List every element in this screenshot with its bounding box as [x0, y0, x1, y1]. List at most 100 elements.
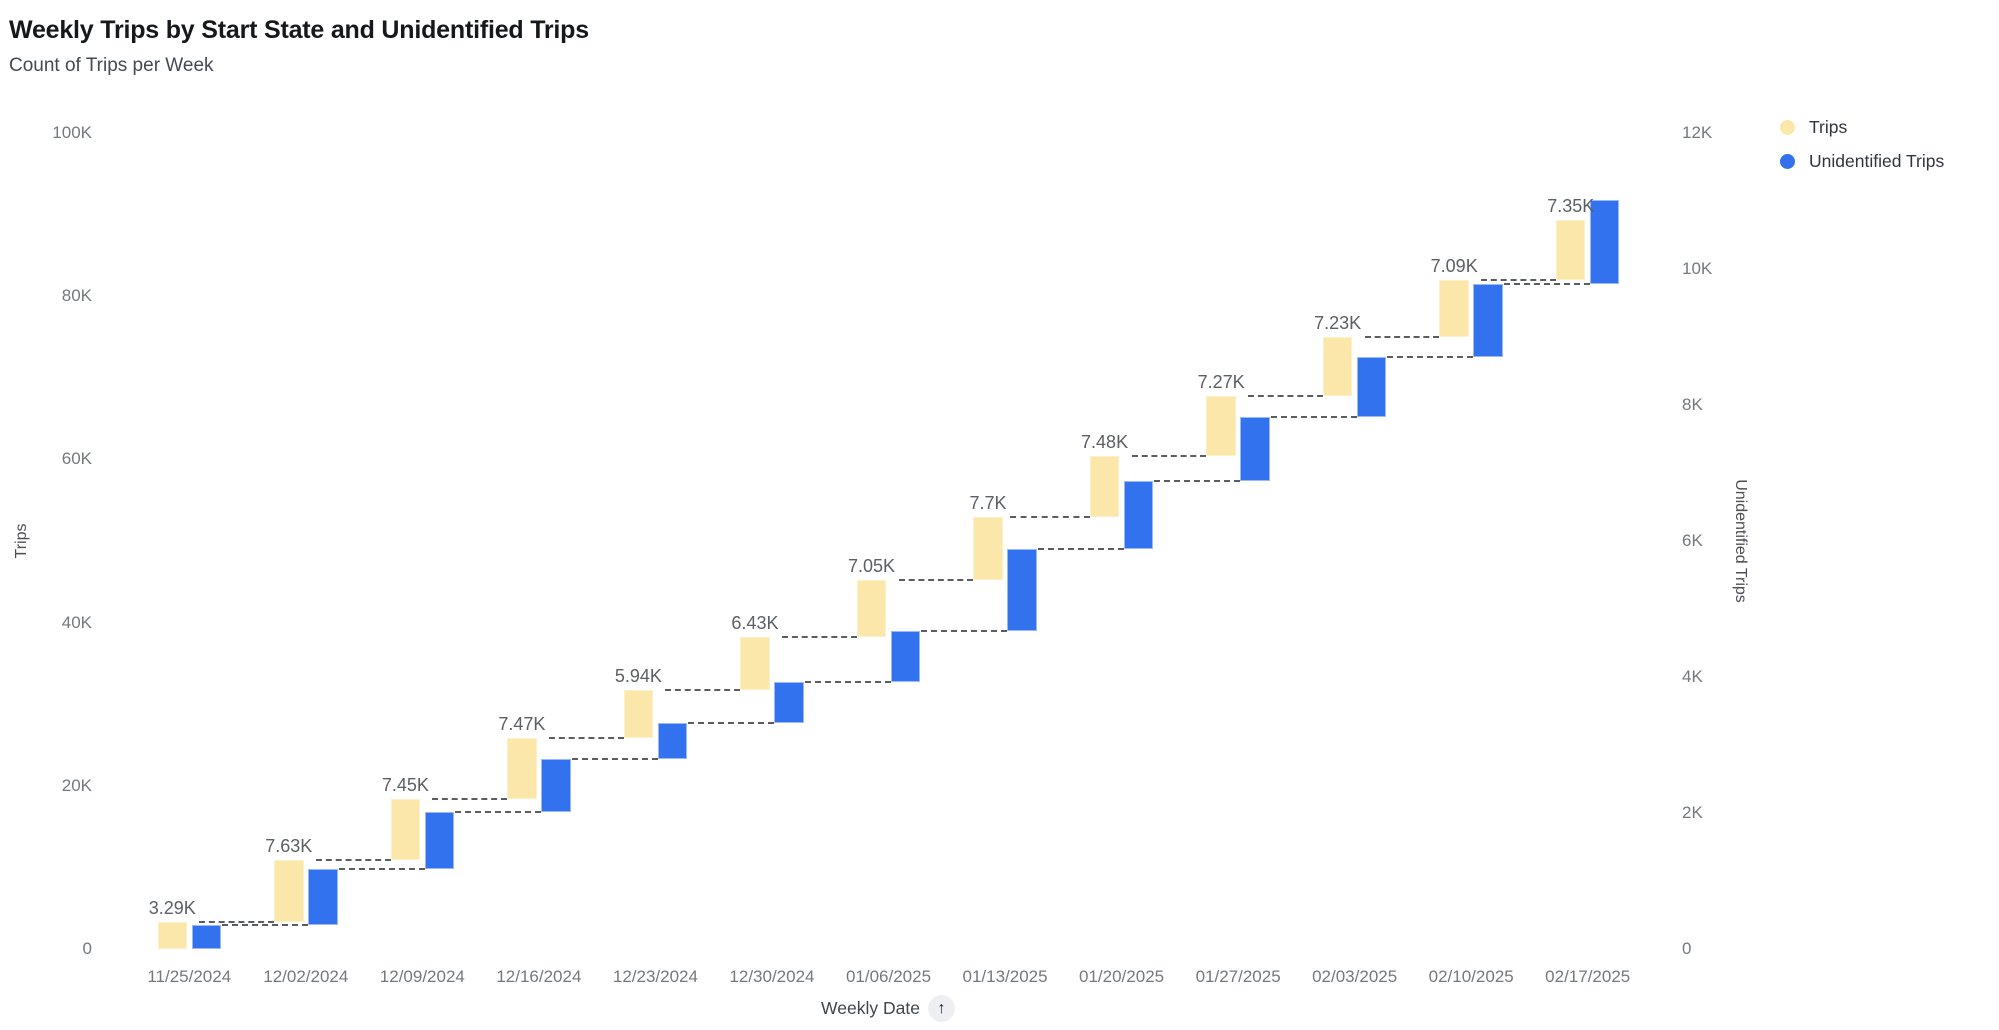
x-axis-tick: 12/09/2024 — [379, 967, 465, 986]
trips-value-label: 7.09K — [1430, 255, 1478, 276]
x-axis-tick: 02/03/2025 — [1312, 967, 1398, 986]
trips-bar[interactable] — [1206, 396, 1236, 456]
x-axis-tick: 02/10/2025 — [1428, 967, 1514, 986]
trips-connector — [1364, 336, 1440, 339]
x-axis-tick: 12/16/2024 — [496, 967, 582, 986]
trips-value-label: 7.47K — [498, 714, 546, 735]
unidentified-connector — [455, 810, 542, 813]
right-axis-tick: 0 — [1682, 939, 1692, 958]
legend-label: Unidentified Trips — [1809, 150, 1945, 171]
trips-bar[interactable] — [157, 922, 188, 949]
right-axis-tick: 8K — [1682, 395, 1703, 414]
unidentified-connector — [1387, 355, 1474, 358]
legend: Trips Unidentified Trips — [1780, 110, 1944, 178]
trips-bar[interactable] — [623, 689, 654, 739]
unidentified-trips-bar[interactable] — [1123, 481, 1154, 550]
trips-value-label: 7.63K — [265, 835, 313, 856]
x-axis-tick: 02/17/2025 — [1545, 967, 1631, 986]
right-axis-tick: 2K — [1682, 803, 1703, 822]
trips-bar[interactable] — [274, 859, 304, 923]
right-axis-tick: 10K — [1682, 259, 1713, 278]
trips-bar[interactable] — [1555, 219, 1586, 280]
x-axis-tick: 12/30/2024 — [729, 967, 815, 986]
legend-swatch-icon — [1780, 119, 1795, 135]
unidentified-connector — [571, 757, 658, 760]
trips-value-label: 7.45K — [381, 775, 429, 796]
trips-bar[interactable] — [1322, 337, 1353, 397]
left-axis-tick: 20K — [61, 775, 92, 795]
trips-connector — [199, 921, 275, 924]
trips-connector — [665, 688, 741, 691]
trips-connector — [781, 636, 857, 639]
right-axis-tick: 6K — [1682, 531, 1703, 550]
unidentified-trips-bar[interactable] — [1240, 416, 1270, 482]
x-axis-tick: 12/23/2024 — [612, 967, 698, 986]
trips-connector — [1248, 395, 1323, 398]
x-axis-tick: 01/20/2025 — [1079, 967, 1165, 986]
trips-value-label: 7.48K — [1081, 431, 1129, 452]
chart-title: Weekly Trips by Start State and Unidenti… — [9, 16, 589, 44]
trips-bar[interactable] — [740, 637, 770, 690]
unidentified-connector — [1503, 282, 1590, 285]
trips-bar[interactable] — [856, 579, 887, 638]
x-axis-title: Weekly Date — [821, 998, 920, 1018]
x-axis-tick: 11/25/2024 — [147, 967, 232, 986]
trips-bar[interactable] — [507, 738, 537, 800]
trips-bar[interactable] — [390, 799, 421, 860]
left-axis-tick: 40K — [61, 612, 92, 632]
trips-connector — [1481, 278, 1556, 281]
trips-value-label: 7.05K — [847, 555, 896, 576]
trips-value-label: 7.27K — [1197, 372, 1245, 393]
left-axis-title: Trips — [13, 523, 30, 559]
trips-connector — [898, 578, 974, 581]
unidentified-connector — [338, 867, 425, 870]
left-axis-tick: 0 — [82, 939, 92, 958]
unidentified-connector — [804, 681, 891, 684]
right-axis-tick: 12K — [1682, 123, 1713, 142]
trips-connector — [1010, 515, 1090, 518]
unidentified-trips-bar[interactable] — [1589, 200, 1620, 284]
x-axis-tick: 12/02/2024 — [263, 967, 349, 986]
trips-bar[interactable] — [1439, 279, 1469, 338]
left-axis-tick: 60K — [61, 449, 92, 469]
trips-bar[interactable] — [973, 516, 1003, 580]
unidentified-connector — [1037, 548, 1124, 551]
legend-item-trips[interactable]: Trips — [1780, 110, 1944, 144]
unidentified-connector — [1270, 415, 1357, 418]
unidentified-connector — [688, 721, 775, 724]
unidentified-trips-bar[interactable] — [1007, 549, 1037, 631]
unidentified-trips-bar[interactable] — [774, 682, 804, 723]
arrow-up-icon: ↑ — [937, 999, 946, 1017]
x-axis-tick: 01/13/2025 — [962, 967, 1048, 986]
trips-value-label: 7.23K — [1314, 313, 1362, 334]
unidentified-connector — [921, 629, 1008, 632]
unidentified-trips-bar[interactable] — [657, 722, 688, 759]
left-axis-tick: 80K — [61, 286, 92, 306]
right-axis-title: Unidentified Trips — [1732, 479, 1749, 603]
unidentified-trips-bar[interactable] — [1356, 356, 1387, 417]
trips-connector — [432, 798, 508, 801]
trips-value-label: 3.29K — [148, 898, 196, 919]
sort-ascending-button[interactable]: ↑ — [927, 995, 955, 1022]
trips-value-label: 5.94K — [614, 665, 662, 686]
trips-value-label: 7.7K — [969, 492, 1007, 513]
unidentified-connector — [222, 924, 309, 927]
x-axis-control: Weekly Date ↑ — [821, 995, 955, 1022]
trips-connector — [548, 737, 624, 740]
legend-item-unidentified-trips[interactable]: Unidentified Trips — [1780, 144, 1944, 178]
x-axis-tick: 01/06/2025 — [845, 967, 932, 986]
trips-bar[interactable] — [1089, 455, 1120, 517]
unidentified-trips-bar[interactable] — [1473, 283, 1503, 357]
unidentified-trips-bar[interactable] — [541, 758, 571, 812]
chart-subtitle: Count of Trips per Week — [9, 55, 214, 76]
left-axis-tick: 100K — [52, 123, 92, 142]
unidentified-trips-bar[interactable] — [191, 925, 222, 949]
right-axis-tick: 4K — [1682, 667, 1703, 686]
x-axis-tick: 01/27/2025 — [1195, 967, 1281, 986]
unidentified-trips-bar[interactable] — [424, 811, 455, 869]
unidentified-trips-bar[interactable] — [890, 630, 921, 683]
legend-swatch-icon — [1780, 153, 1795, 169]
unidentified-trips-bar[interactable] — [308, 868, 338, 926]
trips-connector — [315, 858, 391, 861]
